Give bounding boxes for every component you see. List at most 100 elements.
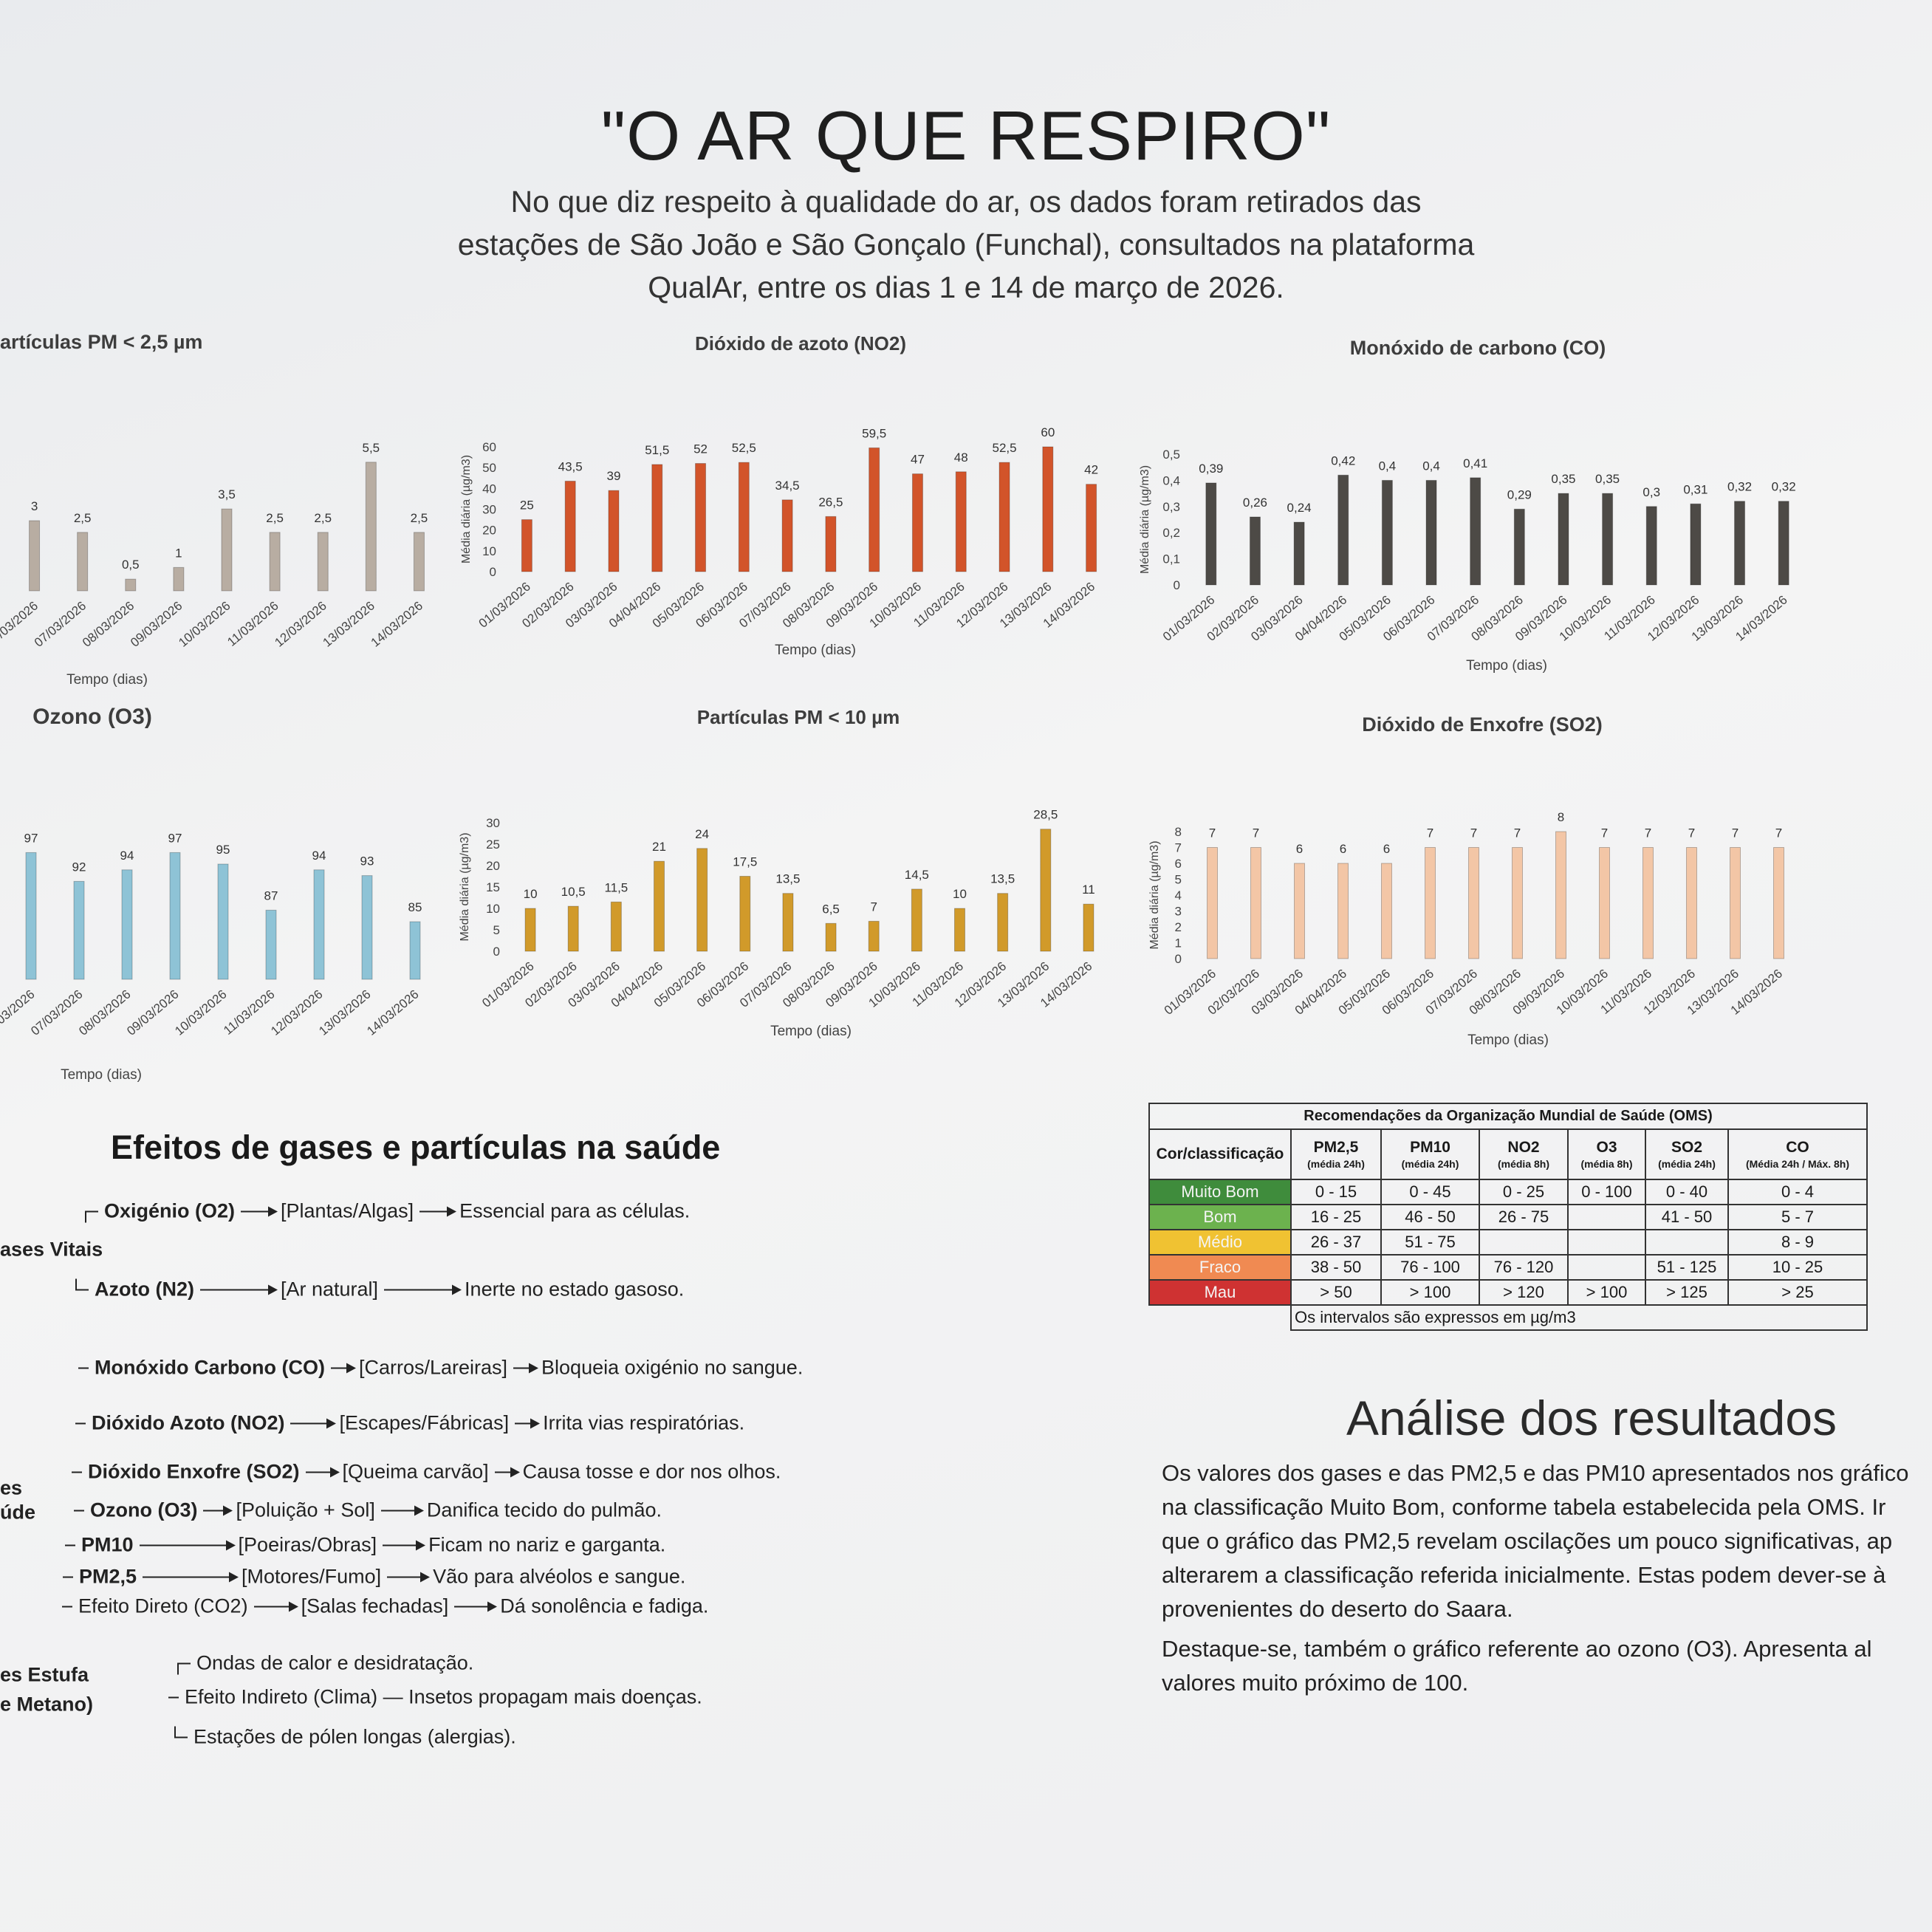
value-label: 7	[1209, 826, 1216, 840]
pollutant-effect: Inerte no estado gasoso.	[465, 1278, 685, 1301]
value-label: 13,5	[990, 872, 1015, 886]
paragraph: Os valores dos gases e das PM2,5 e das P…	[1162, 1456, 1932, 1626]
column-name: O3	[1596, 1139, 1617, 1156]
y-tick-label: 0,3	[1162, 500, 1180, 514]
bar	[409, 921, 421, 980]
pollutant-name: Dióxido Enxofre (SO2)	[88, 1460, 300, 1483]
bar	[25, 852, 37, 980]
cell: > 120	[1479, 1279, 1569, 1306]
table-title: Recomendações da Organização Mundial de …	[1148, 1103, 1868, 1130]
value-label: 7	[1688, 826, 1695, 840]
value-label: 92	[72, 860, 86, 874]
chart-title: Monóxido de carbono (CO)	[1350, 337, 1606, 359]
bar	[1381, 863, 1392, 959]
column-header: PM10 (média 24h)	[1380, 1128, 1480, 1180]
text-line: na classificação Muito Bom, conforme tab…	[1162, 1494, 1886, 1520]
column-header: NO2 (média 8h)	[1479, 1128, 1569, 1180]
value-label: 0,3	[1642, 485, 1660, 499]
pollutant-name: PM10	[81, 1533, 134, 1556]
cell: 51 - 75	[1380, 1229, 1480, 1256]
cell: 26 - 75	[1479, 1204, 1569, 1230]
header-row: Cor/classificação PM2,5 (média 24h) PM10 (mé…	[1148, 1128, 1868, 1180]
bar	[1558, 493, 1569, 586]
effects-title: Efeitos de gases e partículas na saúde	[111, 1128, 721, 1166]
effect-row: Azoto (N2) [Ar natural] Inerte no estado g…	[75, 1278, 684, 1301]
pollutant-name: Dióxido Azoto (NO2)	[92, 1411, 285, 1434]
bar	[1042, 446, 1054, 572]
x-axis-title: Tempo (dias)	[1467, 1032, 1549, 1048]
greenhouse-effect: Ondas de calor e desidratação.	[196, 1651, 474, 1674]
pollutant-source: [Ar natural]	[280, 1278, 379, 1301]
cell: 5 - 7	[1727, 1204, 1868, 1230]
value-label: 7	[1732, 826, 1739, 840]
bracket	[78, 1367, 89, 1368]
value-label: 7	[1775, 826, 1782, 840]
bar	[1040, 829, 1052, 952]
bar	[1293, 521, 1305, 586]
class-label: Muito Bom	[1148, 1179, 1292, 1205]
bar	[1337, 474, 1349, 586]
bar	[29, 520, 41, 592]
value-label: 52,5	[992, 441, 1016, 455]
effect-row: PM10 [Poeiras/Obras] Ficam no nariz e garg…	[65, 1534, 665, 1557]
y-tick-label: 10	[482, 544, 496, 558]
cell: > 50	[1290, 1279, 1382, 1306]
group-label: e Metano)	[0, 1693, 94, 1716]
pollutant-name: PM2,5	[79, 1565, 137, 1588]
x-tick-label: 11/03/2026	[225, 599, 281, 649]
bar	[868, 920, 880, 952]
chart-title: Dióxido de Enxofre (SO2)	[1362, 713, 1603, 736]
y-tick-label: 0	[1174, 578, 1180, 592]
pollutant-effect: Bloqueia oxigénio no sangue.	[541, 1356, 804, 1379]
column-name: NO2	[1507, 1139, 1540, 1156]
value-label: 7	[1645, 826, 1651, 840]
arrow	[454, 1601, 498, 1611]
poster-subtitle: estações de São João e São Gonçalo (Func…	[457, 227, 1475, 261]
bar	[1512, 847, 1523, 959]
value-label: 2,5	[266, 511, 284, 525]
value-label: 7	[1253, 826, 1259, 840]
bar	[169, 852, 181, 980]
table-row: Médio 26 - 37 51 - 75 8 - 9	[1148, 1229, 1868, 1256]
pollutant-name: Oxigénio (O2)	[104, 1199, 236, 1222]
y-tick-label: 0	[1175, 952, 1182, 966]
group-label: es Estufa	[0, 1663, 89, 1686]
y-axis-title: Média diária (µg/m3)	[1139, 465, 1151, 574]
bracket	[72, 1471, 82, 1473]
bar	[1425, 847, 1436, 959]
y-axis-title: Média diária (µg/m3)	[460, 455, 473, 564]
y-tick-label: 5	[1175, 873, 1182, 887]
bar	[696, 848, 708, 952]
value-label: 85	[408, 900, 422, 914]
value-label: 0,31	[1683, 482, 1707, 496]
pollutant-effect: Causa tosse e dor nos olhos.	[522, 1460, 781, 1483]
x-tick-label: 14/03/2026	[369, 599, 425, 650]
cell: 0 - 100	[1567, 1179, 1646, 1205]
value-label: 5,5	[363, 441, 380, 455]
bar	[269, 532, 281, 592]
x-tick-label: 13/03/2026	[316, 987, 373, 1038]
bar	[825, 515, 837, 572]
class-label: Bom	[1148, 1204, 1292, 1230]
value-label: 11	[1082, 883, 1095, 897]
bar	[77, 532, 89, 592]
y-tick-label: 0	[493, 945, 500, 959]
value-label: 43,5	[558, 459, 583, 473]
bar	[1425, 479, 1437, 586]
cell: > 100	[1567, 1279, 1646, 1306]
bar	[1773, 847, 1784, 959]
bracket	[177, 1662, 191, 1674]
effect-row: Monóxido Carbono (CO) [Carros/Lareiras] Bl…	[78, 1357, 803, 1380]
arrow	[290, 1418, 337, 1428]
x-axis-title: Tempo (dias)	[775, 643, 856, 658]
cell	[1567, 1229, 1646, 1256]
arrow	[419, 1206, 457, 1216]
table-row: Mau > 50 > 100 > 120 > 100 > 125 > 25	[1148, 1279, 1868, 1306]
bar	[738, 462, 750, 572]
pollutant-source: [Poeiras/Obras]	[238, 1533, 377, 1556]
bar	[125, 578, 137, 592]
paragraph: Destaque-se, também o gráfico referente …	[1162, 1632, 1932, 1700]
bar	[313, 869, 325, 980]
cell	[1479, 1229, 1569, 1256]
value-label: 0,4	[1422, 459, 1440, 473]
